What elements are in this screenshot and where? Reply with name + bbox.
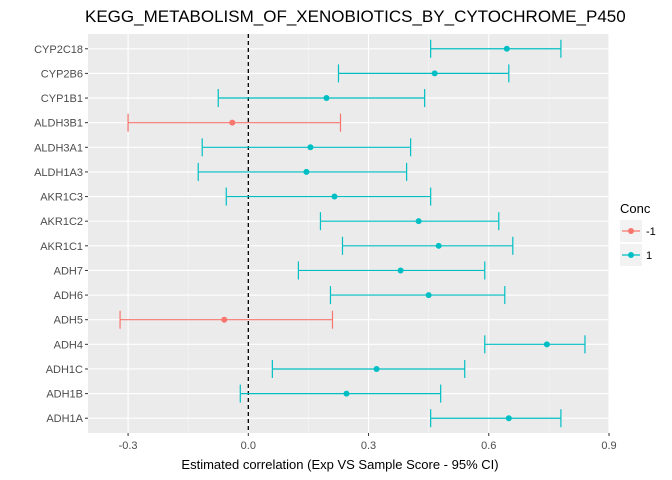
- chart-title: KEGG_METABOLISM_OF_XENOBIOTICS_BY_CYTOCH…: [85, 7, 626, 26]
- point-ADH4: [543, 341, 550, 348]
- y-axis: CYP2C18 CYP2B6 CYP1B1 ALDH3B1 ALDH3A1 ALDH1A3…: [34, 44, 88, 425]
- point-CYP2C18: [503, 45, 510, 52]
- y-tick-label: CYP2C18: [34, 44, 83, 56]
- legend: Conc -1 1: [620, 201, 656, 266]
- y-tick-label: ADH1A: [46, 413, 83, 425]
- x-axis-title: Estimated correlation (Exp VS Sample Sco…: [181, 457, 498, 472]
- point-ADH6: [425, 292, 432, 299]
- x-tick-label: -0.3: [119, 440, 138, 452]
- y-tick-label: CYP1B1: [41, 93, 83, 105]
- y-tick-label: ADH6: [54, 290, 83, 302]
- y-tick-label: AKR1C3: [40, 192, 83, 204]
- y-tick-label: ALDH3B1: [34, 118, 83, 130]
- data-marks: [119, 39, 586, 428]
- y-tick-label: ADH5: [54, 315, 83, 327]
- plot-panel: [88, 34, 609, 433]
- y-tick-label: ALDH3A1: [34, 142, 83, 154]
- point-ADH1A: [505, 415, 512, 422]
- point-ALDH3A1: [307, 144, 314, 151]
- x-tick-label: 0.3: [361, 440, 376, 452]
- point-ADH1C: [373, 365, 380, 372]
- point-ALDH3B1: [229, 119, 236, 126]
- point-AKR1C3: [331, 193, 338, 200]
- legend-label: -1: [646, 226, 656, 238]
- x-tick-label: 0.0: [241, 440, 256, 452]
- point-CYP1B1: [323, 95, 330, 102]
- legend-key-point: [628, 228, 634, 234]
- point-ADH1B: [343, 390, 350, 397]
- y-tick-label: ALDH1A3: [34, 167, 83, 179]
- y-tick-label: AKR1C2: [40, 216, 83, 228]
- point-ADH7: [397, 267, 404, 274]
- y-tick-label: ADH1B: [46, 389, 83, 401]
- point-AKR1C1: [435, 242, 442, 249]
- y-tick-label: CYP2B6: [41, 68, 83, 80]
- point-ALDH1A3: [303, 168, 310, 175]
- point-AKR1C2: [415, 218, 422, 225]
- y-tick-label: ADH1C: [46, 364, 83, 376]
- x-tick-label: 0.6: [481, 440, 496, 452]
- point-ADH5: [221, 316, 228, 323]
- y-tick-label: ADH4: [54, 339, 83, 351]
- x-tick-label: 0.9: [601, 440, 616, 452]
- legend-key-point: [628, 252, 634, 258]
- point-CYP2B6: [431, 70, 438, 77]
- y-tick-label: ADH7: [54, 265, 83, 277]
- y-tick-label: AKR1C1: [40, 241, 83, 253]
- legend-title: Conc: [620, 201, 651, 216]
- x-axis: -0.3 0.0 0.3 0.6 0.9: [119, 433, 617, 452]
- legend-label: 1: [646, 250, 652, 262]
